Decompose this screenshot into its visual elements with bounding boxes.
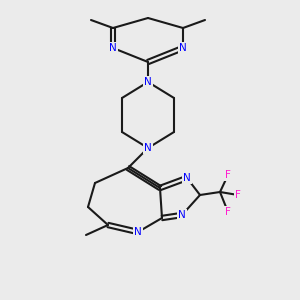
Text: N: N [134,227,142,237]
Text: F: F [235,190,241,200]
Text: F: F [225,170,231,180]
Text: N: N [109,43,117,53]
Text: N: N [144,77,152,87]
Text: N: N [183,173,191,183]
Text: N: N [178,210,186,220]
Text: N: N [179,43,187,53]
Text: N: N [144,143,152,153]
Text: F: F [225,207,231,217]
